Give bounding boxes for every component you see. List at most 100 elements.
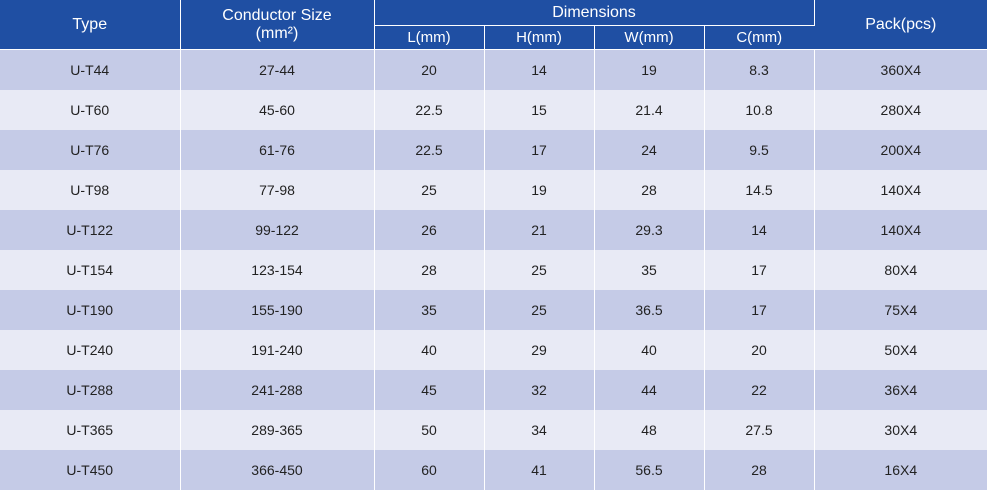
cell-type: U-T365 <box>0 410 181 450</box>
header-pack: Pack(pcs) <box>814 0 987 50</box>
cell-c: 20 <box>704 330 815 370</box>
cell-c: 14.5 <box>704 170 815 210</box>
cell-l: 22.5 <box>374 90 485 130</box>
cell-l: 40 <box>374 330 485 370</box>
cell-type: U-T76 <box>0 130 181 170</box>
cell-type: U-T240 <box>0 330 181 370</box>
cell-w: 28 <box>594 170 705 210</box>
cell-w: 40 <box>594 330 705 370</box>
cell-pack: 360X4 <box>814 49 987 90</box>
cell-pack: 50X4 <box>814 330 987 370</box>
cell-type: U-T98 <box>0 170 181 210</box>
cell-pack: 140X4 <box>814 170 987 210</box>
cell-w: 19 <box>594 49 705 90</box>
table-row: U-T365 289-365 50 34 48 27.5 30X4 <box>0 410 987 450</box>
cell-pack: 80X4 <box>814 250 987 290</box>
cell-pack: 75X4 <box>814 290 987 330</box>
table-row: U-T190 155-190 35 25 36.5 17 75X4 <box>0 290 987 330</box>
cell-w: 29.3 <box>594 210 705 250</box>
header-h: H(mm) <box>484 25 595 50</box>
header-dimensions: Dimensions <box>374 0 815 26</box>
header-c: C(mm) <box>704 25 815 50</box>
cell-pack: 16X4 <box>814 450 987 490</box>
header-conductor-size: Conductor Size (mm²) <box>180 0 375 50</box>
cell-pack: 36X4 <box>814 370 987 410</box>
cell-h: 34 <box>484 410 595 450</box>
cell-c: 17 <box>704 250 815 290</box>
cell-l: 25 <box>374 170 485 210</box>
header-conductor-size-label: Conductor Size <box>222 6 332 24</box>
cell-type: U-T154 <box>0 250 181 290</box>
cell-type: U-T450 <box>0 450 181 490</box>
table-row: U-T98 77-98 25 19 28 14.5 140X4 <box>0 170 987 210</box>
header-conductor-size-unit: (mm²) <box>255 24 299 42</box>
cell-w: 24 <box>594 130 705 170</box>
table-row: U-T240 191-240 40 29 40 20 50X4 <box>0 330 987 370</box>
cell-l: 45 <box>374 370 485 410</box>
cell-size: 191-240 <box>180 330 375 370</box>
cell-type: U-T288 <box>0 370 181 410</box>
cell-pack: 30X4 <box>814 410 987 450</box>
cell-type: U-T44 <box>0 49 181 90</box>
cell-size: 27-44 <box>180 49 375 90</box>
cell-size: 61-76 <box>180 130 375 170</box>
table-body: U-T44 27-44 20 14 19 8.3 360X4 U-T60 45-60 22.5 15… <box>0 49 987 490</box>
cell-l: 35 <box>374 290 485 330</box>
cell-l: 60 <box>374 450 485 490</box>
table-header: Type Conductor Size (mm²) Dimensions Pac… <box>0 0 987 50</box>
cell-type: U-T122 <box>0 210 181 250</box>
cell-h: 25 <box>484 290 595 330</box>
cell-size: 123-154 <box>180 250 375 290</box>
cell-size: 99-122 <box>180 210 375 250</box>
cell-pack: 200X4 <box>814 130 987 170</box>
cell-c: 17 <box>704 290 815 330</box>
cell-pack: 280X4 <box>814 90 987 130</box>
table-row: U-T288 241-288 45 32 44 22 36X4 <box>0 370 987 410</box>
cell-c: 27.5 <box>704 410 815 450</box>
cell-l: 50 <box>374 410 485 450</box>
table-row: U-T154 123-154 28 25 35 17 80X4 <box>0 250 987 290</box>
header-w: W(mm) <box>594 25 705 50</box>
cell-w: 35 <box>594 250 705 290</box>
cell-w: 56.5 <box>594 450 705 490</box>
cell-h: 25 <box>484 250 595 290</box>
cell-h: 29 <box>484 330 595 370</box>
cell-c: 28 <box>704 450 815 490</box>
cell-type: U-T60 <box>0 90 181 130</box>
cell-size: 241-288 <box>180 370 375 410</box>
cell-size: 77-98 <box>180 170 375 210</box>
cell-pack: 140X4 <box>814 210 987 250</box>
cell-w: 44 <box>594 370 705 410</box>
cell-c: 10.8 <box>704 90 815 130</box>
cell-h: 15 <box>484 90 595 130</box>
cell-c: 22 <box>704 370 815 410</box>
cell-h: 32 <box>484 370 595 410</box>
cell-size: 366-450 <box>180 450 375 490</box>
header-type: Type <box>0 0 181 50</box>
cell-size: 155-190 <box>180 290 375 330</box>
cell-h: 14 <box>484 49 595 90</box>
cell-h: 41 <box>484 450 595 490</box>
cell-l: 26 <box>374 210 485 250</box>
header-l: L(mm) <box>374 25 485 50</box>
cell-c: 9.5 <box>704 130 815 170</box>
cell-l: 20 <box>374 49 485 90</box>
cell-h: 19 <box>484 170 595 210</box>
cell-size: 45-60 <box>180 90 375 130</box>
table-row: U-T76 61-76 22.5 17 24 9.5 200X4 <box>0 130 987 170</box>
cell-h: 17 <box>484 130 595 170</box>
cell-size: 289-365 <box>180 410 375 450</box>
table-row: U-T44 27-44 20 14 19 8.3 360X4 <box>0 49 987 90</box>
cell-w: 48 <box>594 410 705 450</box>
table-row: U-T60 45-60 22.5 15 21.4 10.8 280X4 <box>0 90 987 130</box>
cell-h: 21 <box>484 210 595 250</box>
cell-type: U-T190 <box>0 290 181 330</box>
cell-c: 14 <box>704 210 815 250</box>
cell-l: 28 <box>374 250 485 290</box>
table-row: U-T450 366-450 60 41 56.5 28 16X4 <box>0 450 987 490</box>
cell-w: 21.4 <box>594 90 705 130</box>
cell-w: 36.5 <box>594 290 705 330</box>
cell-c: 8.3 <box>704 49 815 90</box>
cell-l: 22.5 <box>374 130 485 170</box>
